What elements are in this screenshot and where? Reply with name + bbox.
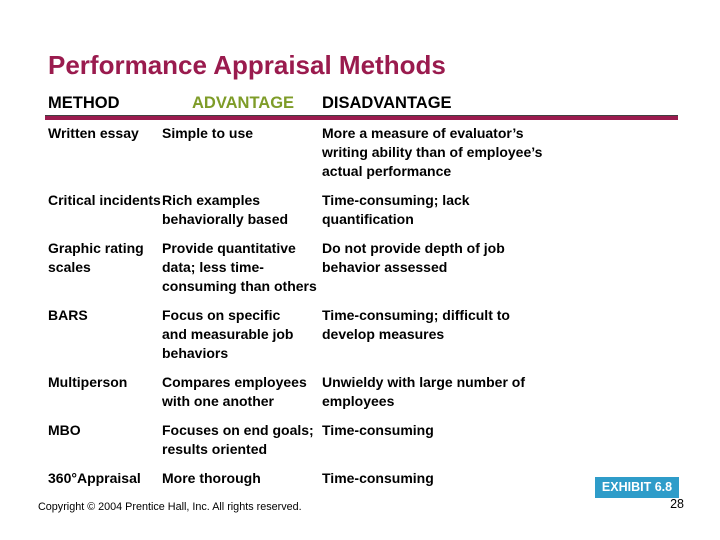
method-cell: 360°Appraisal (48, 470, 141, 486)
advantage-cell: Focus on specific and measurable job beh… (162, 307, 294, 361)
disadvantage-cell: More a measure of evaluator’s writing ab… (322, 125, 543, 179)
table-row: 360°Appraisal More thorough Time-consumi… (48, 469, 682, 488)
method-cell: Multiperson (48, 374, 128, 390)
method-cell: Written essay (48, 125, 139, 141)
disadvantage-cell: Time-consuming (322, 422, 434, 438)
advantage-cell: Focuses on end goals; results oriented (162, 422, 314, 457)
disadvantage-cell: Unwieldy with large number of employees (322, 374, 526, 409)
method-cell: MBO (48, 422, 81, 438)
advantage-cell: Simple to use (162, 125, 254, 141)
advantage-cell: Compares employees with one another (162, 374, 307, 409)
table-row: Graphic rating scales Provide quantitati… (48, 239, 682, 296)
appraisal-table-body: Written essay Simple to use More a measu… (48, 124, 682, 498)
method-cell: Critical incidents (48, 192, 161, 208)
method-cell: Graphic rating scales (48, 240, 144, 275)
table-row: MBO Focuses on end goals; results orient… (48, 421, 682, 459)
table-header-advantage: ADVANTAGE (192, 94, 295, 112)
page-number: 28 (670, 497, 684, 511)
table-row: Critical incidents Rich examples behavio… (48, 191, 682, 229)
advantage-cell: More thorough (162, 470, 261, 486)
method-cell: BARS (48, 307, 88, 323)
header-divider-rule (45, 115, 678, 120)
disadvantage-cell: Time-consuming; difficult to develop mea… (322, 307, 510, 342)
table-header-method: METHOD (48, 94, 120, 112)
table-row: BARS Focus on specific and measurable jo… (48, 306, 682, 363)
advantage-cell: Rich examples behaviorally based (162, 192, 289, 227)
page-title: Performance Appraisal Methods (48, 50, 446, 80)
table-header-disadvantage: DISADVANTAGE (322, 94, 452, 112)
disadvantage-cell: Time-consuming; lack quantification (322, 192, 470, 227)
table-row: Written essay Simple to use More a measu… (48, 124, 682, 181)
advantage-cell: Provide quantitative data; less time- co… (162, 240, 317, 294)
table-row: Multiperson Compares employees with one … (48, 373, 682, 411)
disadvantage-cell: Time-consuming (322, 470, 434, 486)
exhibit-badge: EXHIBIT 6.8 (595, 477, 679, 498)
disadvantage-cell: Do not provide depth of job behavior ass… (322, 240, 505, 275)
copyright-text: Copyright © 2004 Prentice Hall, Inc. All… (38, 501, 302, 513)
